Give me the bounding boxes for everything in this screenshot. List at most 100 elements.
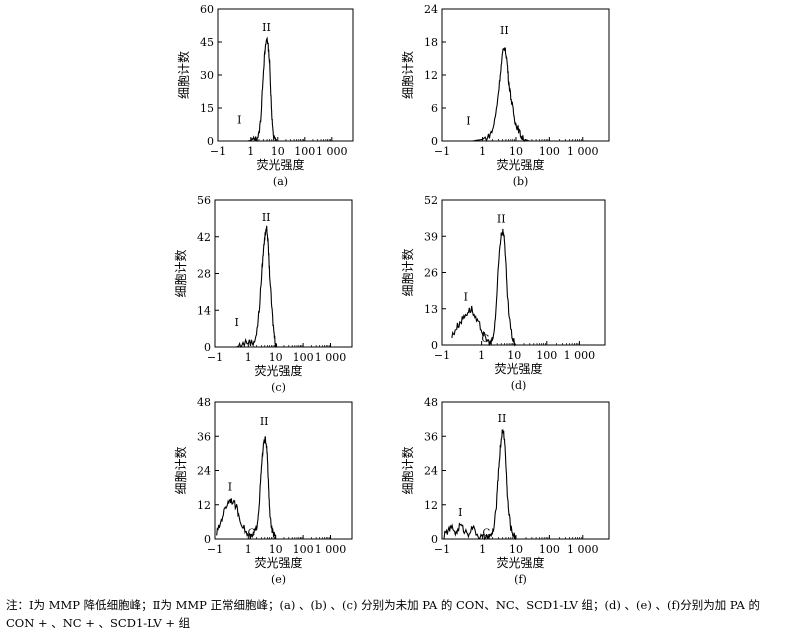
x-axis-label: 荧光强度 xyxy=(256,157,304,172)
x-tick-label: 10 xyxy=(269,543,283,556)
plot-frame xyxy=(441,199,606,346)
x-tick-label: 10 xyxy=(507,349,521,362)
histogram-line xyxy=(216,436,277,540)
x-axis-label: 荧光强度 xyxy=(494,361,542,376)
histogram-line xyxy=(443,428,517,541)
gate-mark: C xyxy=(481,334,489,345)
y-axis-label: 细胞计数 xyxy=(176,51,191,99)
panel-label: (a) xyxy=(273,175,288,188)
gate-mark: C xyxy=(248,528,256,539)
y-tick-label: 0 xyxy=(204,341,211,354)
y-tick-label: 60 xyxy=(200,3,214,16)
panel-label: (f) xyxy=(514,573,527,586)
histogram-line xyxy=(442,47,530,143)
peak-label: II xyxy=(497,212,506,225)
panel-label: (c) xyxy=(271,381,286,394)
y-tick-label: 45 xyxy=(200,36,214,49)
y-tick-label: 6 xyxy=(431,102,438,115)
y-axis-label: 细胞计数 xyxy=(400,51,415,99)
x-tick-label: 10 xyxy=(269,351,283,364)
y-tick-label: 12 xyxy=(424,499,438,512)
peak-label: I xyxy=(237,113,241,126)
peak-label: II xyxy=(500,24,509,37)
panel-label: (b) xyxy=(513,175,529,188)
y-tick-label: 0 xyxy=(204,533,211,546)
peak-label: II xyxy=(262,211,271,224)
y-tick-label: 0 xyxy=(207,135,214,148)
panel-label: (e) xyxy=(271,573,286,586)
x-tick-label: 1 xyxy=(247,145,254,158)
y-tick-label: 39 xyxy=(424,230,438,243)
y-tick-label: 48 xyxy=(197,396,211,409)
y-axis-label: 细胞计数 xyxy=(173,446,188,494)
x-tick-label: 1 000 xyxy=(564,349,596,362)
x-tick-label: −1 xyxy=(434,349,450,362)
peak-label: I xyxy=(458,506,462,519)
x-axis-label: 荧光强度 xyxy=(496,157,544,172)
y-tick-label: 13 xyxy=(424,303,438,316)
x-tick-label: 10 xyxy=(509,145,523,158)
peak-label: I xyxy=(234,316,238,329)
peak-label: I xyxy=(464,290,468,303)
x-tick-label: 1 xyxy=(479,145,486,158)
x-tick-label: −1 xyxy=(434,543,450,556)
histogram-line xyxy=(451,228,517,347)
x-tick-label: 100 xyxy=(294,145,315,158)
peak-label: I xyxy=(466,115,470,128)
y-tick-label: 28 xyxy=(197,268,211,281)
y-tick-label: 24 xyxy=(424,465,438,478)
y-tick-label: 0 xyxy=(431,135,438,148)
y-tick-label: 0 xyxy=(431,339,438,352)
x-tick-label: 1 xyxy=(245,351,252,364)
histogram-line xyxy=(218,36,278,142)
y-tick-label: 42 xyxy=(197,231,211,244)
y-tick-label: 48 xyxy=(424,396,438,409)
y-tick-label: 18 xyxy=(424,36,438,49)
figure-note: 注：Ⅰ为 MMP 降低细胞峰；Ⅱ为 MMP 正常细胞峰；(a) 、(b) 、(c… xyxy=(6,598,760,630)
x-tick-label: 100 xyxy=(536,349,557,362)
plot-frame xyxy=(214,401,353,540)
x-tick-label: 1 xyxy=(479,543,486,556)
x-tick-label: −1 xyxy=(207,543,223,556)
x-tick-label: 1 xyxy=(478,349,485,362)
plot-frame xyxy=(441,401,610,540)
x-tick-label: 100 xyxy=(293,351,314,364)
y-tick-label: 12 xyxy=(197,499,211,512)
panel-label: (d) xyxy=(511,379,527,392)
x-tick-label: 1 000 xyxy=(315,351,347,364)
y-tick-label: 26 xyxy=(424,267,438,280)
y-tick-label: 15 xyxy=(200,102,214,115)
gate-mark: C xyxy=(483,528,491,539)
x-axis-label: 荧光强度 xyxy=(254,363,302,378)
y-axis-label: 细胞计数 xyxy=(173,249,188,297)
x-tick-label: −1 xyxy=(207,351,223,364)
x-axis-label: 荧光强度 xyxy=(496,555,544,570)
y-tick-label: 56 xyxy=(197,194,211,207)
y-tick-label: 24 xyxy=(197,465,211,478)
x-axis-label: 荧光强度 xyxy=(254,555,302,570)
y-tick-label: 0 xyxy=(431,533,438,546)
y-tick-label: 52 xyxy=(424,194,438,207)
peak-label: I xyxy=(228,480,232,493)
y-tick-label: 24 xyxy=(424,3,438,16)
x-tick-label: 100 xyxy=(539,543,560,556)
y-tick-label: 30 xyxy=(200,69,214,82)
peak-label: II xyxy=(260,415,269,428)
y-axis-label: 细胞计数 xyxy=(400,248,415,296)
x-tick-label: −1 xyxy=(434,145,450,158)
x-tick-label: 1 000 xyxy=(315,543,347,556)
x-tick-label: 1 000 xyxy=(567,543,599,556)
peak-label: II xyxy=(262,21,271,34)
y-tick-label: 12 xyxy=(424,69,438,82)
x-tick-label: 1 xyxy=(245,543,252,556)
y-axis-label: 细胞计数 xyxy=(400,446,415,494)
y-tick-label: 14 xyxy=(197,304,211,317)
histogram-line xyxy=(215,225,278,349)
